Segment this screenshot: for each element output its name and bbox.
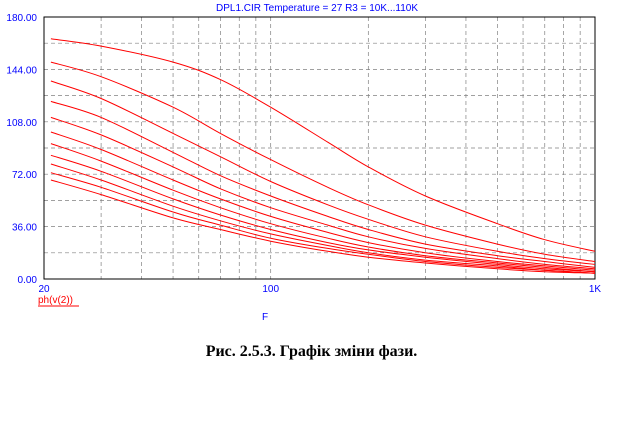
x-axis-label: F xyxy=(262,312,268,323)
x-tick-label: 1K xyxy=(589,284,602,295)
x-tick-label: 20 xyxy=(38,284,50,295)
phase-curve-4 xyxy=(50,100,596,268)
y-tick-label: 180.00 xyxy=(6,13,37,24)
chart-title: DPL1.CIR Temperature = 27 R3 = 10K...110… xyxy=(216,3,418,14)
phase-curve-8 xyxy=(50,154,596,273)
phase-curve-5 xyxy=(50,116,596,270)
grid xyxy=(44,17,595,279)
phase-curve-7 xyxy=(50,143,596,273)
y-tick-label: 36.00 xyxy=(12,223,37,234)
phase-curve-11 xyxy=(50,179,596,274)
y-tick-label: 144.00 xyxy=(6,65,37,76)
phase-curve-1 xyxy=(50,38,596,252)
phase-curve-6 xyxy=(50,131,596,271)
y-tick-label: 108.00 xyxy=(6,118,37,129)
phase-curve-9 xyxy=(50,163,596,274)
phase-curve-10 xyxy=(50,172,596,274)
y-tick-label: 0.00 xyxy=(18,275,38,286)
curves xyxy=(50,38,596,274)
plot-frame xyxy=(43,16,596,280)
phase-curve-2 xyxy=(50,61,596,262)
y-tick-labels: 0.00 36.00 72.00 108.00 144.00 180.00 xyxy=(6,13,37,286)
figure-caption: Рис. 2.5.3. Графік зміни фази. xyxy=(205,343,418,360)
phase-curve-3 xyxy=(50,80,596,265)
x-tick-label: 100 xyxy=(262,284,279,295)
phase-chart: DPL1.CIR Temperature = 27 R3 = 10K...110… xyxy=(6,3,601,323)
y-tick-label: 72.00 xyxy=(12,170,37,181)
legend-entry: ph(v(2)) xyxy=(38,295,73,306)
x-tick-labels: 20 100 1K xyxy=(38,284,601,295)
